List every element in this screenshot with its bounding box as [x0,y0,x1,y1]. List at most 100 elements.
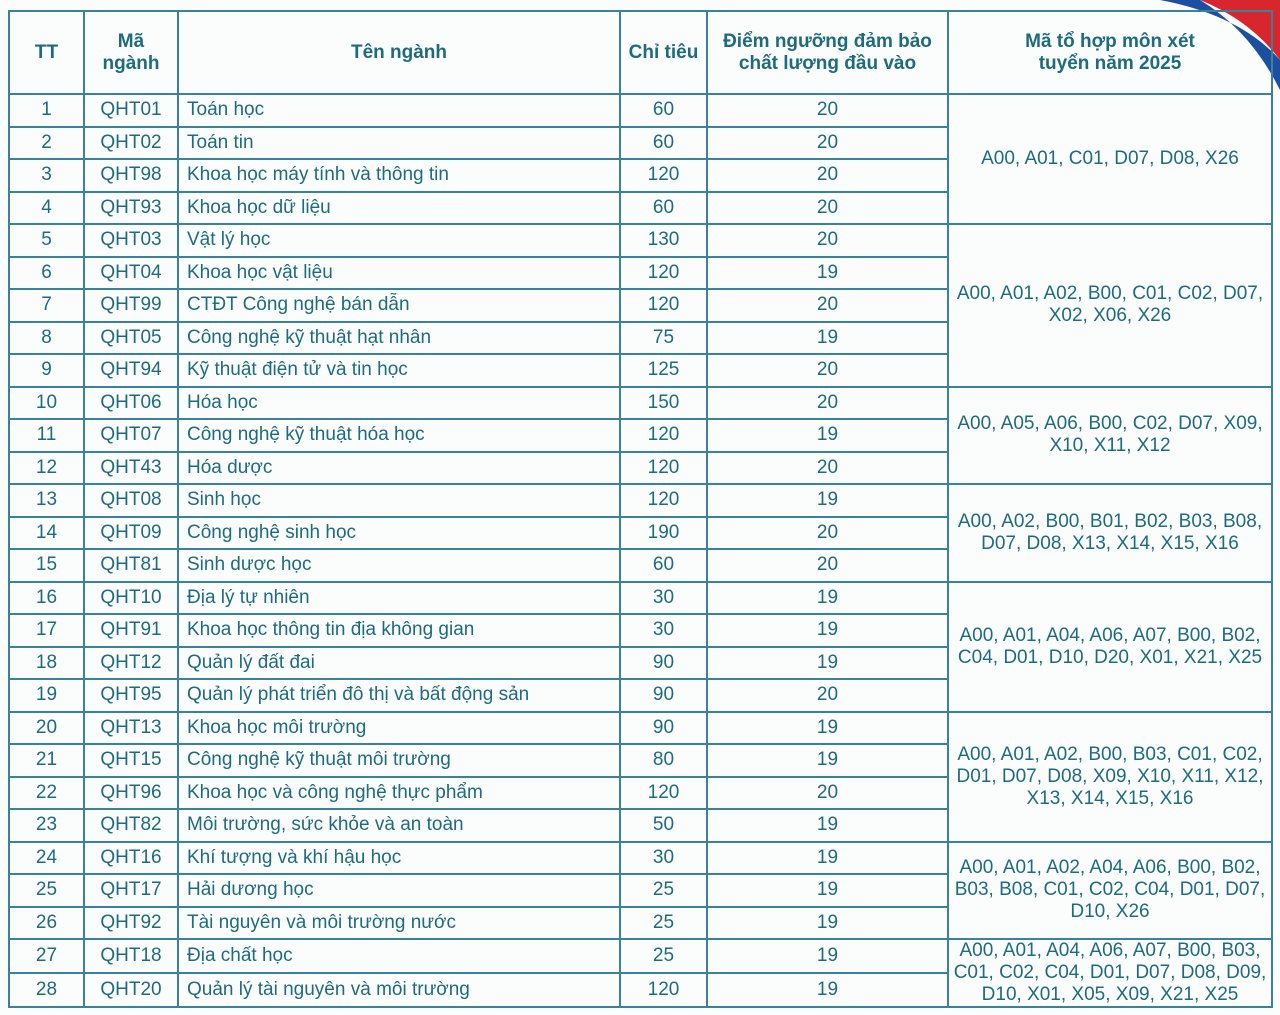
threshold-score: 19 [706,645,949,680]
table-row: 27 QHT18 Địa chất học 25 19 A00, A01, A04, A0… [8,938,1273,1008]
row-number: 22 [8,775,85,810]
table-row: 9 QHT94 Kỹ thuật điện tử và tin học 125 20 [8,353,1272,388]
row-number: 9 [8,353,85,388]
quota: 190 [619,515,708,550]
program-code: QHT06 [83,385,179,420]
row-number: 6 [8,255,85,290]
threshold-score: 19 [706,320,949,355]
row-number: 10 [8,385,85,420]
program-name: Địa chất học [177,938,621,974]
row-number: 20 [8,710,85,745]
quota: 80 [619,743,708,778]
program-code: QHT91 [83,613,179,648]
program-code: QHT81 [83,548,179,583]
quota: 120 [619,450,708,485]
quota: 90 [619,678,708,713]
threshold-score: 20 [706,678,949,713]
row-number: 4 [8,190,85,225]
quota: 125 [619,353,708,388]
quota: 120 [619,255,708,290]
program-name: Khoa học thông tin địa không gian [177,613,621,648]
table-row: 23 QHT82 Môi trường, sức khỏe và an toàn 50… [8,808,1272,843]
program-code: QHT08 [83,483,179,518]
program-name: Sinh học [177,483,621,518]
table-row: 16 QHT10 Địa lý tự nhiên 30 19 A00, A01, A04,… [8,580,1273,713]
quota: 25 [619,873,708,908]
program-code: QHT02 [83,125,179,160]
program-code: QHT95 [83,678,179,713]
quota: 30 [619,840,708,875]
program-name: Khoa học môi trường [177,710,621,745]
row-number: 14 [8,515,85,550]
program-code: QHT07 [83,418,179,453]
program-code: QHT20 [83,972,179,1008]
row-number: 5 [8,223,85,258]
threshold-score: 19 [706,418,949,453]
threshold-score: 20 [706,385,949,420]
program-name: Sinh dược học [177,548,621,583]
row-number: 13 [8,483,85,518]
threshold-score: 20 [706,190,949,225]
table-row: 12 QHT43 Hóa dược 120 20 [8,450,1272,485]
program-name: Khoa học máy tính và thông tin [177,158,621,193]
program-code: QHT17 [83,873,179,908]
threshold-score: 19 [706,255,949,290]
row-number: 27 [8,938,85,974]
quota: 30 [619,613,708,648]
quota: 60 [619,190,708,225]
program-code: QHT43 [83,450,179,485]
program-name: Công nghệ sinh học [177,515,621,550]
row-number: 2 [8,125,85,160]
quota: 30 [619,580,708,615]
quota: 60 [619,125,708,160]
subject-combinations: A00, A01, A04, A06, A07, B00, B02, C04, … [947,580,1273,713]
table-row: 1 QHT01 Toán học 60 20 A00, A01, C01, D07, D0… [8,93,1273,225]
subject-combinations: A00, A01, A02, B00, C01, C02, D07, X02, … [947,223,1273,388]
table-row: 21 QHT15 Công nghệ kỹ thuật môi trường 80 19 [8,743,1272,778]
threshold-score: 20 [706,93,949,128]
table-row: 20 QHT13 Khoa học môi trường 90 19 A00, A01, … [8,710,1273,843]
table-row: 22 QHT96 Khoa học và công nghệ thực phẩm 12… [8,775,1272,810]
threshold-score: 20 [706,515,949,550]
quota: 60 [619,93,708,128]
quota: 50 [619,808,708,843]
quota: 120 [619,972,708,1008]
program-code: QHT96 [83,775,179,810]
program-name: Tài nguyên và môi trường nước [177,905,621,940]
row-number: 24 [8,840,85,875]
program-code: QHT98 [83,158,179,193]
program-code: QHT92 [83,905,179,940]
header-row: TT Mã ngành Tên ngành Chỉ tiêu Điểm ngưỡ… [8,10,1273,95]
program-name: Toán tin [177,125,621,160]
row-number: 8 [8,320,85,355]
threshold-score: 20 [706,548,949,583]
header-combos: Mã tổ hợp môn xét tuyển năm 2025 [947,10,1273,95]
program-name: Công nghệ kỹ thuật môi trường [177,743,621,778]
row-number: 26 [8,905,85,940]
quota: 25 [619,938,708,974]
threshold-score: 20 [706,223,949,258]
program-code: QHT82 [83,808,179,843]
quota: 120 [619,288,708,323]
header-quota: Chỉ tiêu [619,10,708,95]
quota: 90 [619,710,708,745]
program-name: Công nghệ kỹ thuật hạt nhân [177,320,621,355]
threshold-score: 20 [706,125,949,160]
table-row: 2 QHT02 Toán tin 60 20 [8,125,1272,160]
table-row: 26 QHT92 Tài nguyên và môi trường nước 25 19 [8,905,1272,940]
row-number: 17 [8,613,85,648]
program-code: QHT13 [83,710,179,745]
row-number: 25 [8,873,85,908]
program-name: Công nghệ kỹ thuật hóa học [177,418,621,453]
row-number: 21 [8,743,85,778]
program-name: Địa lý tự nhiên [177,580,621,615]
program-name: Khoa học và công nghệ thực phẩm [177,775,621,810]
row-number: 15 [8,548,85,583]
program-name: Quản lý đất đai [177,645,621,680]
table-row: 25 QHT17 Hải dương học 25 19 [8,873,1272,908]
program-code: QHT10 [83,580,179,615]
row-number: 12 [8,450,85,485]
program-code: QHT94 [83,353,179,388]
program-code: QHT01 [83,93,179,128]
table-row: 13 QHT08 Sinh học 120 19 A00, A02, B00, B01, … [8,483,1273,583]
